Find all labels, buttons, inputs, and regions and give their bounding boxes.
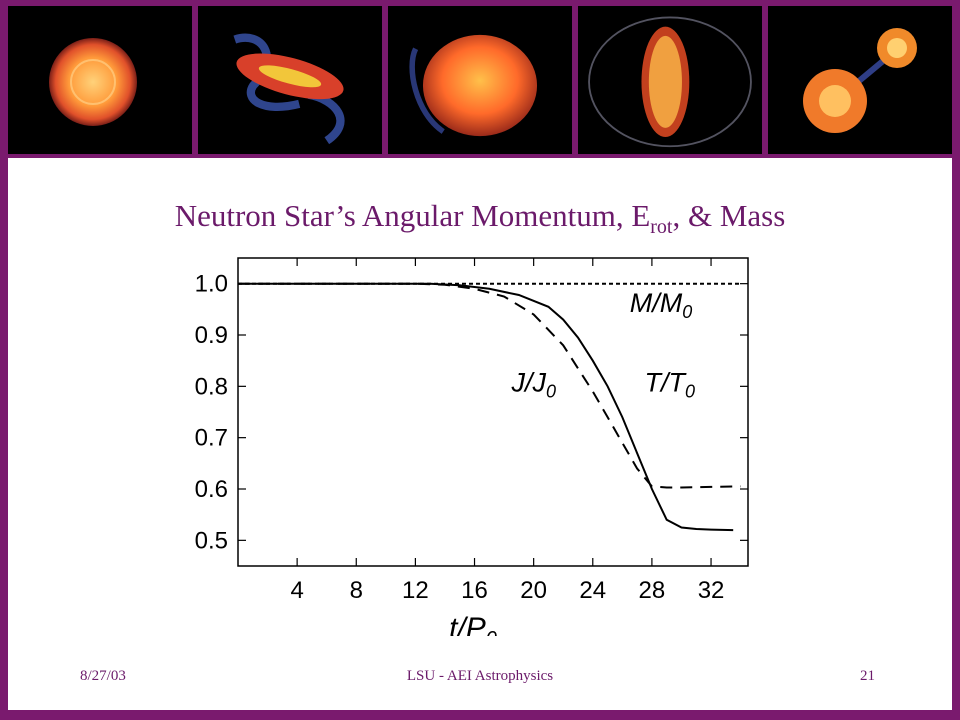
y-tick-label: 0.7 [195, 425, 228, 452]
x-tick-label: 32 [698, 577, 725, 604]
footer-date: 8/27/03 [80, 668, 126, 684]
banner-panel-merged-blob [388, 6, 572, 154]
image-banner [8, 6, 952, 154]
footer-page-number: 21 [860, 668, 875, 684]
tidal-arms-image [233, 33, 345, 145]
y-tick-label: 0.6 [195, 476, 228, 503]
series-annotation: T/T0 [645, 367, 696, 401]
y-tick-label: 1.0 [195, 271, 228, 298]
binary-pair-image [803, 28, 917, 133]
title-main: Neutron Star’s Angular Momentum, E [174, 198, 651, 233]
x-tick-label: 4 [290, 577, 303, 604]
series-annotation: M/M0 [630, 288, 693, 322]
series-line-t-t0 [238, 282, 734, 532]
title-tail: , & Mass [672, 198, 786, 233]
elongated-star-image [588, 16, 752, 148]
x-tick-label: 28 [639, 577, 666, 604]
slide-title: Neutron Star’s Angular Momentum, Erot, &… [8, 198, 952, 239]
star-disk-image [49, 38, 137, 126]
banner-panel-binary-pair [768, 6, 952, 154]
line-chart: 0.5 0.6 0.7 0.8 0.9 1.0 4 8 12 16 20 24 28 32 M/M0 J/J0… [195, 257, 749, 636]
y-tick-label: 0.9 [195, 322, 228, 349]
x-axis-label: t/P0 [449, 612, 497, 636]
title-subscript: rot [650, 216, 673, 239]
y-tick-label: 0.8 [195, 373, 228, 400]
x-tick-label: 8 [350, 577, 363, 604]
x-tick-label: 20 [520, 577, 547, 604]
footer-center-text: LSU - AEI Astrophysics [406, 668, 554, 684]
banner-panel-elongated-star [578, 6, 762, 154]
banner-panel-tidal-arms [198, 6, 382, 154]
y-tick-label: 0.5 [195, 527, 228, 554]
slide-content: Neutron Star’s Angular Momentum, Erot, &… [8, 158, 952, 710]
banner-panel-star-disk [8, 6, 192, 154]
plot-frame [237, 257, 749, 567]
x-tick-label: 16 [461, 577, 488, 604]
merged-blob-image [409, 34, 538, 137]
x-tick-label: 24 [579, 577, 606, 604]
x-tick-label: 12 [402, 577, 429, 604]
series-annotation: J/J0 [510, 367, 556, 401]
series-line-j-j0 [238, 282, 741, 489]
